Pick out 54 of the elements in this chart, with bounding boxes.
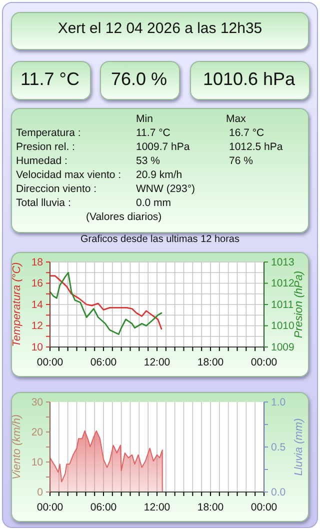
y-tick-label: 30 bbox=[31, 396, 44, 408]
x-tick-label: 00:00 bbox=[36, 502, 64, 514]
y-tick-label: 18 bbox=[31, 256, 44, 268]
text: 0.0 mm bbox=[136, 197, 172, 209]
text: 53 % bbox=[136, 155, 160, 167]
y2-tick-label: 1012 bbox=[271, 278, 295, 290]
x-tick-label: 00:00 bbox=[250, 356, 278, 369]
text: 16.7 °C bbox=[229, 127, 264, 139]
text: 1012.5 hPa bbox=[229, 141, 283, 153]
y-tick-label: 14 bbox=[31, 298, 44, 311]
y2-axis-title: Lluvia (mm) bbox=[293, 418, 305, 476]
y2-tick-label: 1.0 bbox=[271, 396, 286, 408]
x-tick-label: 06:00 bbox=[90, 356, 117, 369]
y2-tick-label: 0.0 bbox=[271, 486, 286, 498]
chart-title: Graficos desde las ultimas 12 horas bbox=[80, 234, 240, 245]
y2-tick-label: 1011 bbox=[271, 298, 294, 311]
text: Direccion viento : bbox=[16, 183, 97, 195]
text: 1009.7 hPa bbox=[136, 141, 190, 153]
y-axis-title: Viento (km/h) bbox=[11, 414, 23, 480]
text: (Valores diarios) bbox=[86, 211, 162, 223]
y-tick-label: 10 bbox=[31, 456, 44, 468]
text: Total lluvia : bbox=[16, 197, 71, 209]
text: 1010.6 hPa bbox=[202, 69, 296, 90]
text: 11.7 °C bbox=[20, 69, 80, 90]
x-tick-label: 12:00 bbox=[144, 356, 170, 369]
x-tick-label: 12:00 bbox=[144, 502, 170, 514]
text: 76 % bbox=[229, 155, 253, 167]
text: Min bbox=[136, 113, 153, 125]
text: WNW (293°) bbox=[136, 183, 196, 195]
y2-tick-label: 1010 bbox=[271, 320, 295, 332]
y-tick-label: 12 bbox=[31, 320, 44, 332]
y-tick-label: 16 bbox=[31, 278, 44, 290]
y2-tick-label: 0.5 bbox=[271, 441, 286, 454]
y-tick-label: 10 bbox=[31, 341, 44, 354]
text: 20.9 km/h bbox=[136, 169, 182, 181]
text: Humedad : bbox=[16, 155, 68, 167]
x-tick-label: 18:00 bbox=[197, 502, 224, 514]
y-tick-label: 0 bbox=[37, 486, 44, 498]
y2-tick-label: 1013 bbox=[271, 256, 295, 268]
text: Max bbox=[226, 113, 246, 125]
text: Temperatura : bbox=[16, 127, 81, 139]
text: 76.0 % bbox=[110, 69, 168, 90]
x-tick-label: 18:00 bbox=[197, 356, 224, 369]
y2-tick-label: 1009 bbox=[271, 341, 295, 354]
y-tick-label: 20 bbox=[31, 426, 44, 438]
text: Presion rel. : bbox=[16, 141, 75, 153]
x-tick-label: 00:00 bbox=[250, 502, 278, 514]
y-axis-title: Temperatura (°C) bbox=[11, 262, 23, 347]
x-tick-label: 00:00 bbox=[36, 356, 64, 369]
text: Velocidad max viento : bbox=[16, 169, 122, 181]
y2-axis-title: Presion (hPa) bbox=[293, 270, 305, 338]
text: 11.7 °C bbox=[136, 127, 170, 139]
text: Xert el 12 04 2026 a las 12h35 bbox=[56, 20, 264, 37]
x-tick-label: 06:00 bbox=[90, 502, 117, 514]
